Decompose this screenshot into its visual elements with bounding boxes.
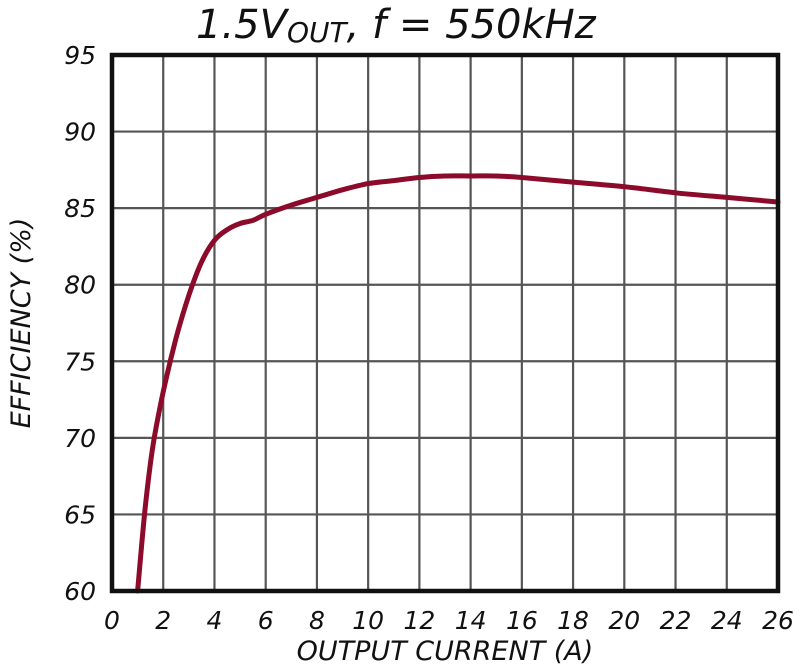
plot-area bbox=[135, 173, 781, 594]
y-tick-label: 85 bbox=[64, 194, 96, 223]
chart-title: 1.5VOUT, f = 550kHz bbox=[196, 2, 597, 49]
x-tick-label: 26 bbox=[762, 606, 794, 635]
y-tick-label: 95 bbox=[64, 41, 96, 70]
x-tick-label: 20 bbox=[608, 606, 640, 635]
grid bbox=[112, 55, 778, 591]
x-axis-label: OUTPUT CURRENT (A) bbox=[297, 636, 594, 667]
y-tick-label: 70 bbox=[64, 424, 96, 453]
plot-frame bbox=[109, 52, 781, 594]
y-tick-label: 90 bbox=[64, 118, 96, 147]
title-rest: , f = 550kHz bbox=[347, 2, 597, 48]
y-tick-label: 60 bbox=[64, 577, 96, 606]
x-tick-label: 4 bbox=[207, 606, 223, 635]
x-tick-label: 12 bbox=[403, 606, 435, 635]
x-tick-label: 24 bbox=[711, 606, 743, 635]
x-tick-label: 0 bbox=[104, 606, 120, 635]
x-tick-label: 8 bbox=[309, 606, 325, 635]
x-axis-ticks: 0 2 4 6 8 10 12 14 16 18 20 22 24 26 bbox=[104, 606, 794, 635]
y-axis-ticks: 60 65 70 75 80 85 90 95 bbox=[64, 41, 96, 606]
y-tick-label: 80 bbox=[64, 271, 96, 300]
x-tick-label: 18 bbox=[557, 606, 589, 635]
title-main: 1.5V bbox=[196, 2, 290, 48]
x-tick-label: 14 bbox=[455, 606, 487, 635]
title-subscript: OUT bbox=[287, 16, 349, 49]
y-axis-label: EFFICIENCY (%) bbox=[6, 218, 37, 429]
y-tick-label: 75 bbox=[64, 347, 96, 376]
x-tick-label: 2 bbox=[155, 606, 171, 635]
x-tick-label: 10 bbox=[352, 606, 384, 635]
efficiency-curve bbox=[135, 173, 781, 594]
y-tick-label: 65 bbox=[64, 500, 96, 529]
x-tick-label: 22 bbox=[660, 606, 692, 635]
x-tick-label: 16 bbox=[506, 606, 538, 635]
x-tick-label: 6 bbox=[258, 606, 274, 635]
